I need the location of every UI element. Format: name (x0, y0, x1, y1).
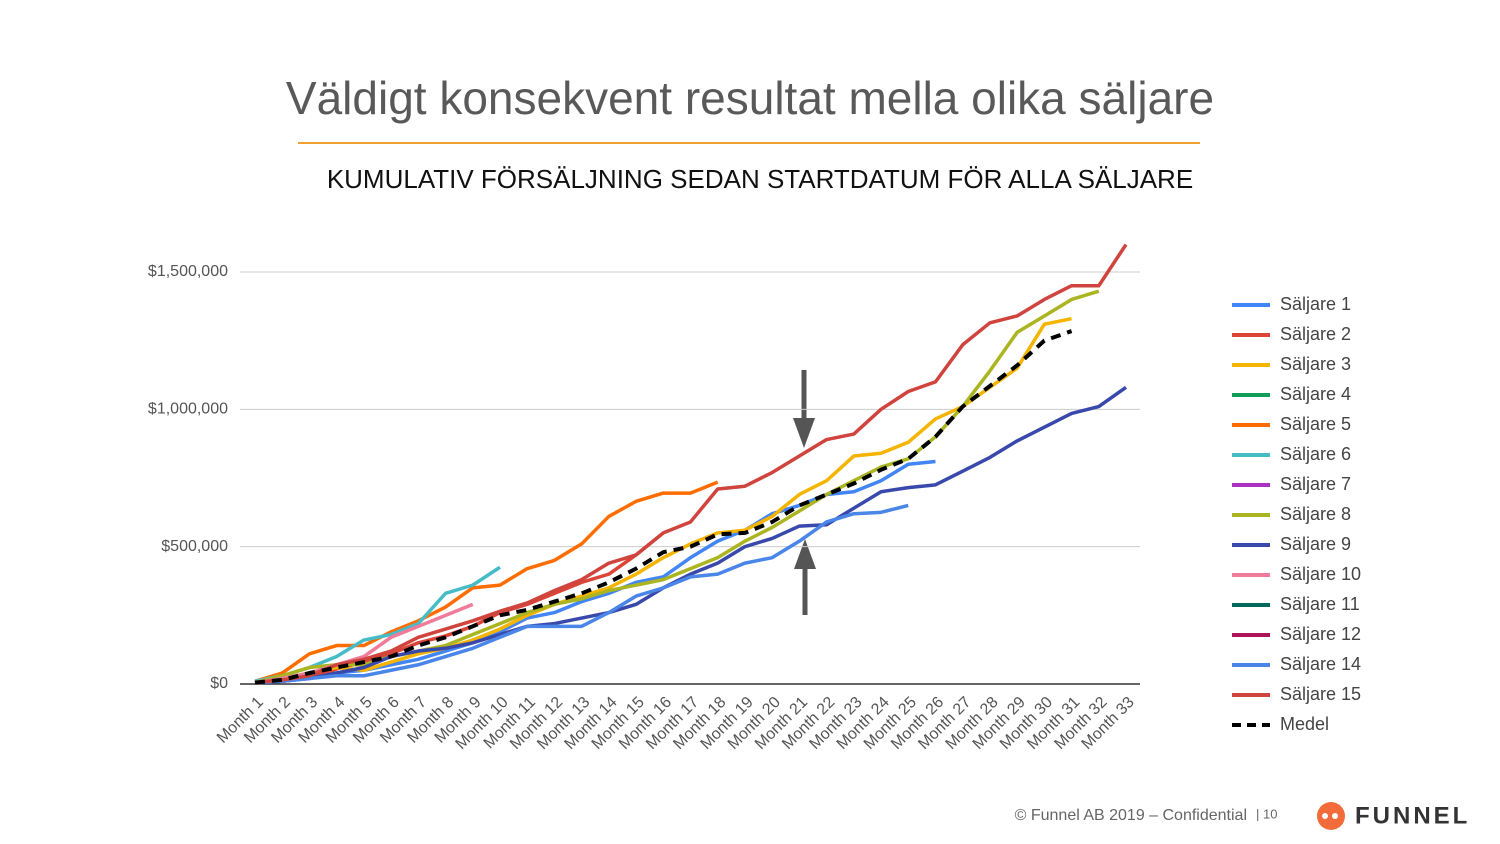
series-line (254, 289, 1100, 685)
legend-label: Säljare 8 (1280, 504, 1351, 524)
chart-subtitle: KUMULATIV FÖRSÄLJNING SEDAN STARTDATUM F… (327, 164, 1193, 194)
legend-label: Säljare 3 (1280, 354, 1351, 374)
legend-label: Säljare 15 (1280, 684, 1361, 704)
y-tick-label: $0 (210, 675, 228, 692)
footer-copyright: © Funnel AB 2019 – Confidential (1015, 807, 1247, 824)
legend-label: Säljare 7 (1280, 474, 1351, 494)
legend-label: Säljare 5 (1280, 414, 1351, 434)
legend-label: Säljare 10 (1280, 564, 1361, 584)
y-tick-label: $500,000 (161, 538, 228, 555)
series-line (254, 385, 1128, 685)
logo: FUNNEL (1317, 802, 1470, 830)
series-line (254, 329, 1073, 685)
series-line (254, 503, 909, 685)
series-line (254, 243, 1128, 685)
legend-label: Medel (1280, 714, 1329, 734)
legend-label: Säljare 14 (1280, 654, 1361, 674)
legend-label: Säljare 2 (1280, 324, 1351, 344)
legend-label: Säljare 11 (1280, 594, 1360, 614)
legend-label: Säljare 1 (1280, 294, 1351, 314)
legend-label: Säljare 6 (1280, 444, 1351, 464)
series-line (254, 316, 1072, 685)
logo-text: FUNNEL (1355, 802, 1470, 829)
series-line (254, 531, 665, 685)
arrow-down (793, 370, 815, 448)
legend-label: Säljare 12 (1280, 624, 1361, 644)
y-tick-label: $1,500,000 (148, 263, 228, 280)
y-tick-label: $1,000,000 (148, 401, 228, 418)
legend-label: Säljare 9 (1280, 534, 1351, 554)
series-line (254, 480, 719, 683)
legend-label: Säljare 4 (1280, 384, 1351, 404)
footer-page: | 10 (1256, 806, 1277, 821)
arrow-up (794, 539, 816, 615)
slide-title: Väldigt konsekvent resultat mella olika … (286, 72, 1214, 124)
